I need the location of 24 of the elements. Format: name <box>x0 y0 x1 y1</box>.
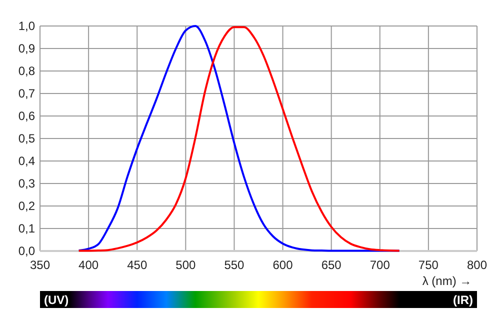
y-tick-label: 0,4 <box>18 154 36 168</box>
text: (UV) <box>44 293 69 307</box>
y-tick-label: 0,5 <box>18 132 36 146</box>
x-tick-label: 700 <box>370 258 390 272</box>
x-tick-label: 550 <box>224 258 245 272</box>
y-tick-label: 0,0 <box>18 244 36 258</box>
y-tick-label: 0,2 <box>18 199 36 214</box>
text: (IR) <box>453 293 473 307</box>
x-tick-label: 800 <box>466 258 488 272</box>
x-axis-title: λ (nm) → <box>422 274 472 288</box>
y-tick-label: 0,7 <box>18 86 36 101</box>
x-tick-label: 400 <box>78 258 99 272</box>
x-tick-label: 650 <box>321 258 342 272</box>
x-tick-label: 600 <box>272 258 294 272</box>
x-tick-label: 750 <box>418 258 439 272</box>
y-tick-label: 0,6 <box>18 109 36 124</box>
x-tick-label: 350 <box>30 258 50 272</box>
y-tick-label: 1,0 <box>18 19 36 34</box>
y-tick-label: 0,1 <box>18 222 36 236</box>
y-tick-label: 0,3 <box>18 176 36 191</box>
x-tick-label: 500 <box>176 258 196 272</box>
y-tick-label: 0,8 <box>18 64 36 78</box>
y-tick-label: 0,9 <box>18 42 36 56</box>
x-tick-label: 450 <box>127 258 148 272</box>
